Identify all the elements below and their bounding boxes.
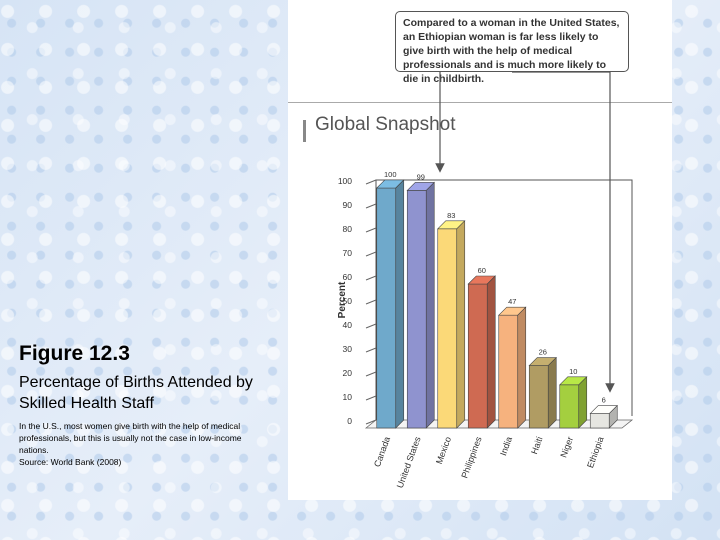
y-tick-label: 0 — [347, 416, 352, 426]
category-label: Philippines — [459, 435, 483, 480]
y-tick-line — [365, 323, 377, 329]
bar-side — [608, 404, 618, 429]
y-tick-label: 60 — [343, 272, 353, 282]
figure-title: Figure 12.3 — [19, 342, 130, 365]
bar-side — [395, 179, 405, 429]
figure-description: In the U.S., most women give birth with … — [19, 420, 269, 468]
y-tick-line — [365, 203, 377, 209]
bars: 100 Canada 99 United States 83 Mexico 60 Philip… — [372, 170, 618, 490]
bar-front — [498, 314, 519, 429]
snapshot-title-bar — [303, 120, 306, 142]
bar-group: 47 India — [498, 297, 527, 457]
y-tick-line — [365, 179, 377, 185]
bar-value-label: 26 — [539, 348, 547, 357]
y-tick-label: 10 — [343, 392, 353, 402]
bar-group: 6 Ethiopia — [585, 396, 618, 469]
bar-value-label: 60 — [478, 266, 486, 275]
callout-box: Compared to a woman in the United States… — [395, 11, 629, 85]
bar-group: 83 Mexico — [434, 211, 466, 465]
category-label: Mexico — [434, 435, 453, 465]
bar-value-label: 10 — [569, 367, 577, 376]
callout-arrows — [435, 71, 615, 393]
category-label: Niger — [558, 435, 575, 459]
bar-front — [376, 187, 397, 429]
bar-value-label: 83 — [447, 211, 455, 220]
bar-chart: 0 10 20 30 40 50 60 70 80 90 100 Percent 100 Canada… — [337, 71, 634, 490]
bar-side — [517, 306, 527, 429]
bar-group: 10 Niger — [558, 367, 588, 459]
category-label: United States — [395, 435, 423, 490]
figure-caption: Figure 12.3 Percentage of Births Attende… — [19, 342, 269, 468]
y-tick-line — [365, 251, 377, 257]
bar-side — [425, 181, 435, 429]
snapshot-title: Global Snapshot — [315, 114, 456, 135]
bar-front — [467, 283, 488, 429]
y-tick-line — [365, 275, 377, 281]
panel-divider — [288, 102, 672, 103]
description-text: In the U.S., most women give birth with … — [19, 421, 242, 455]
bar-front — [406, 190, 427, 429]
y-tick-line — [365, 227, 377, 233]
bar-front — [559, 384, 580, 429]
y-tick-label: 90 — [343, 200, 353, 210]
y-tick-line — [365, 299, 377, 305]
source-text: Source: World Bank (2008) — [19, 457, 122, 467]
y-tick-line — [365, 347, 377, 353]
bar-side — [486, 275, 496, 429]
bar-group: 100 Canada — [372, 170, 405, 468]
bar-side — [456, 220, 466, 429]
y-tick-label: 30 — [343, 344, 353, 354]
arrow-to-ethiopia-bar — [512, 71, 615, 393]
y-tick-line — [365, 419, 377, 425]
bar-value-label: 47 — [508, 297, 516, 306]
bar-group: 26 Haiti — [528, 348, 557, 456]
bar-side — [578, 376, 588, 429]
y-tick-label: 70 — [343, 248, 353, 258]
figure-subtitle: Percentage of Births Attended by Skilled… — [19, 374, 253, 412]
y-tick-label: 100 — [338, 176, 352, 186]
bar-value-label: 100 — [384, 170, 397, 179]
y-tick-line — [365, 395, 377, 401]
y-tick-label: 20 — [343, 368, 353, 378]
y-axis-label: Percent — [337, 281, 348, 318]
y-axis-ticks: 0 10 20 30 40 50 60 70 80 90 100 — [338, 176, 377, 426]
y-tick-label: 40 — [343, 320, 353, 330]
bar-front — [437, 228, 458, 429]
bar-front — [589, 413, 610, 429]
y-tick-label: 80 — [343, 224, 353, 234]
category-label: Canada — [372, 435, 392, 468]
bar-side — [547, 356, 557, 429]
bar-value-label: 99 — [417, 172, 425, 181]
bar-front — [528, 365, 549, 429]
category-label: Haiti — [529, 435, 545, 455]
category-label: India — [498, 435, 514, 457]
callout-text: Compared to a woman in the United States… — [403, 17, 620, 85]
y-tick-line — [365, 371, 377, 377]
bar-value-label: 6 — [602, 396, 606, 405]
category-label: Ethiopia — [585, 435, 606, 469]
y-tick-label: 50 — [343, 296, 353, 306]
